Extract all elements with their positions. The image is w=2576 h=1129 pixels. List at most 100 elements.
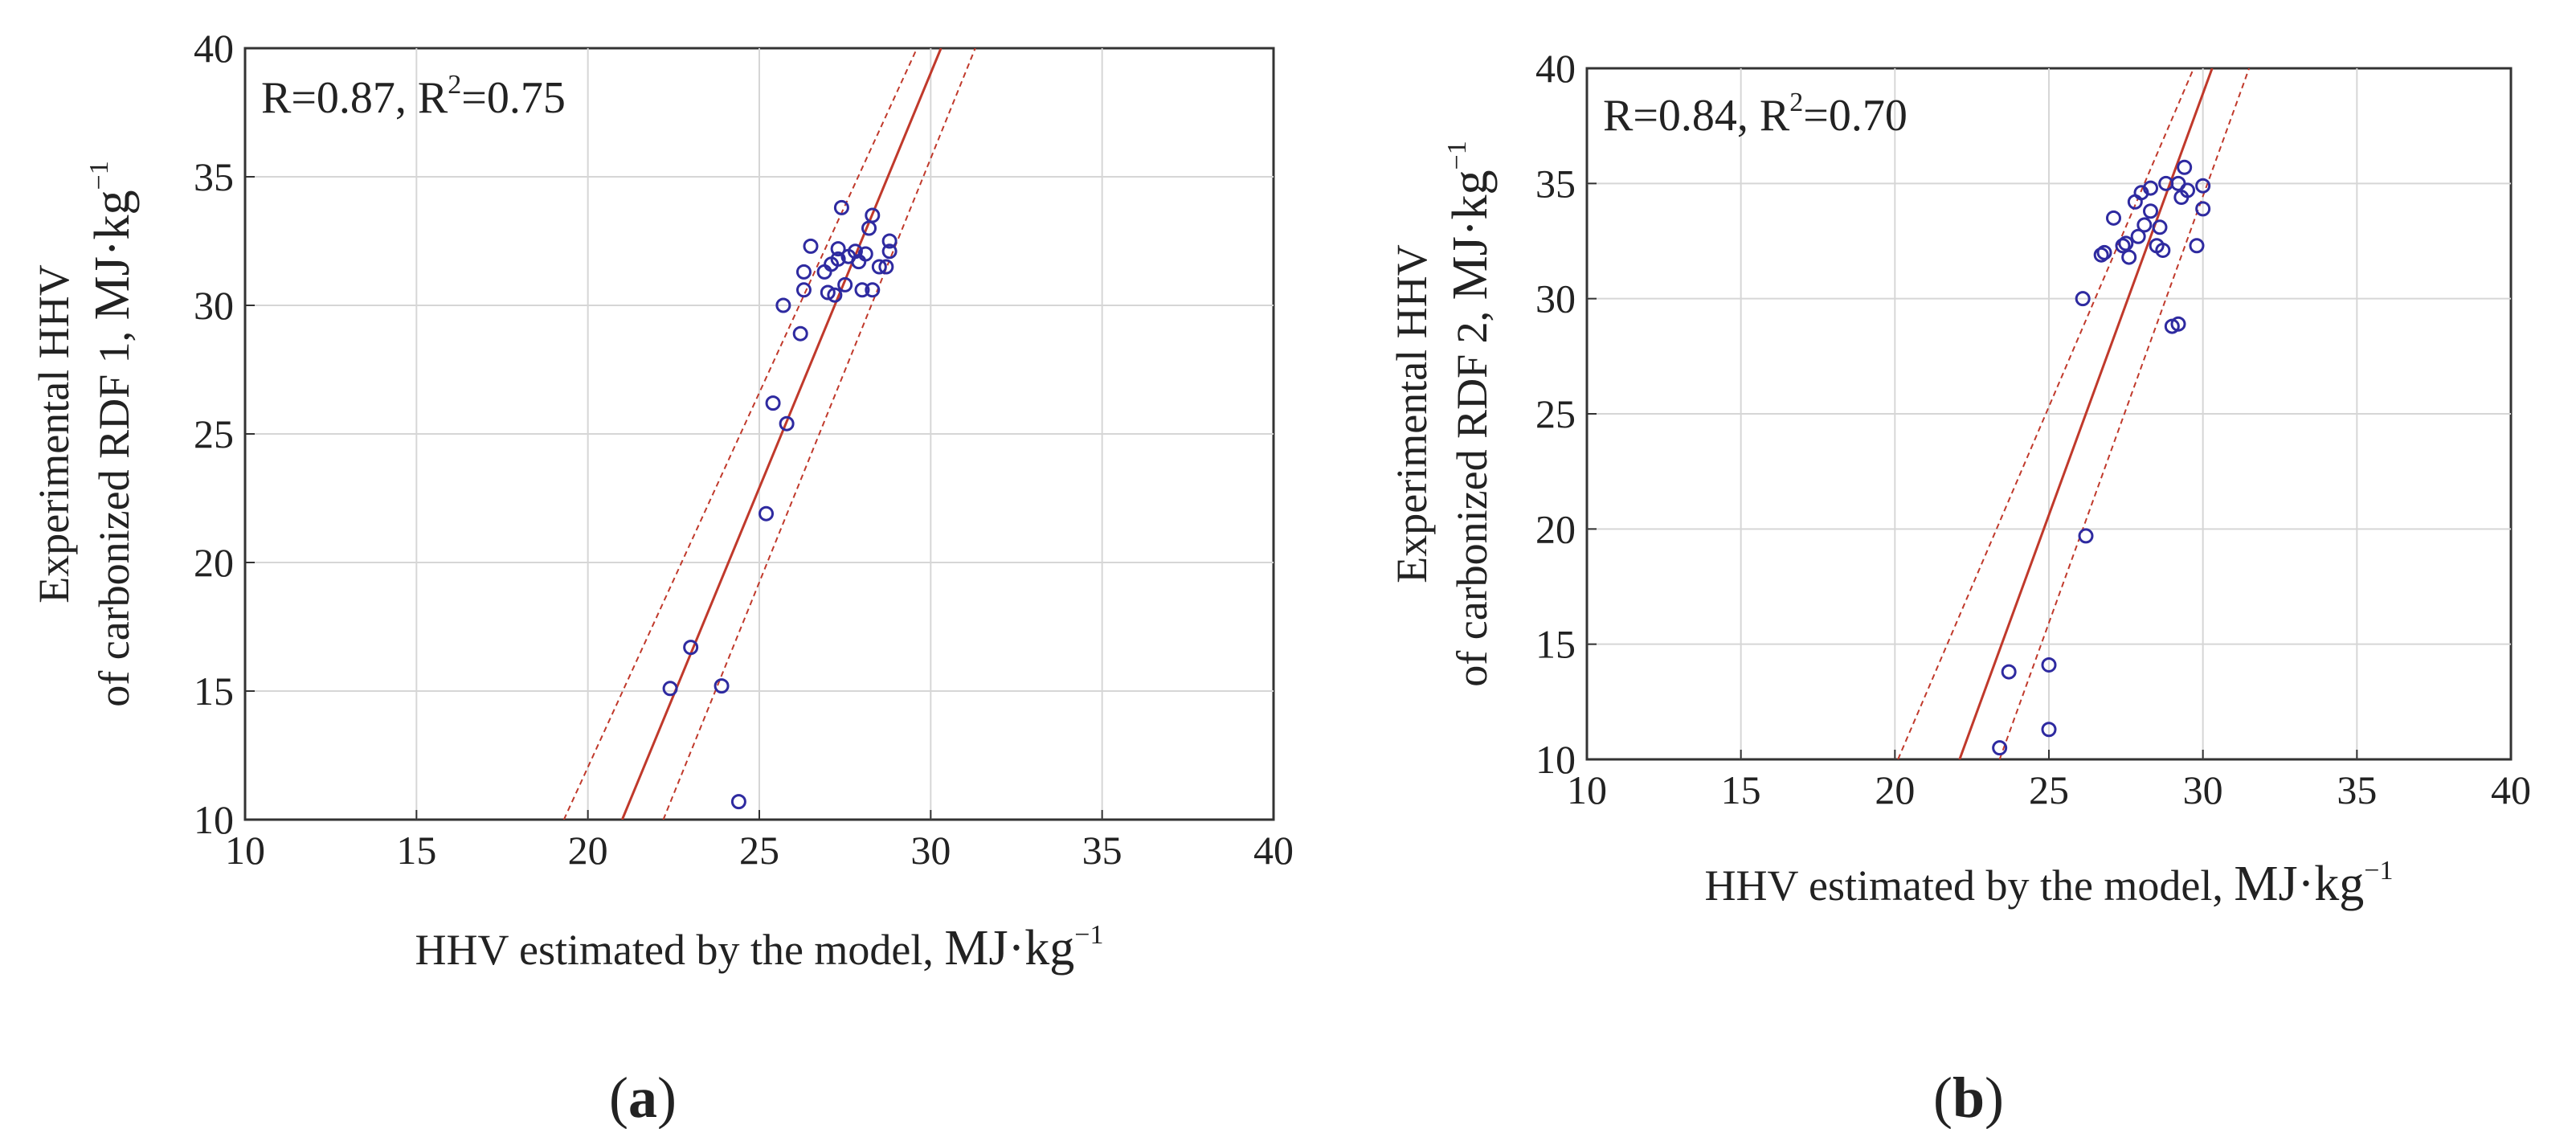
x-tick-label: 30 xyxy=(910,828,951,873)
data-point xyxy=(758,505,775,522)
x-axis-label: HHV estimated by the model, MJ·kg−1 xyxy=(1705,856,2394,911)
x-tick-label: 35 xyxy=(1082,828,1122,873)
x-tick-label: 40 xyxy=(2491,767,2531,812)
y-tick-label: 40 xyxy=(194,26,234,71)
confidence-band-lower xyxy=(662,48,976,820)
confidence-band-lower xyxy=(1998,68,2251,759)
data-point xyxy=(2195,201,2211,217)
tick-labels: 10 15 20 25 30 35 40 10 15 20 25 30 35 40 xyxy=(194,26,1294,873)
data-point xyxy=(2143,203,2158,219)
data-point xyxy=(2143,180,2158,196)
x-tick-label: 20 xyxy=(1875,767,1915,812)
data-point xyxy=(847,243,863,260)
y-axis-label-line2: of carbonized RDF 2, MJ·kg−1 xyxy=(1442,141,1498,686)
data-point xyxy=(2121,249,2137,265)
x-tick-label: 40 xyxy=(1253,828,1294,873)
data-point xyxy=(2136,217,2153,233)
data-point xyxy=(2118,235,2134,252)
x-tick-label: 15 xyxy=(396,828,436,873)
data-point xyxy=(2078,528,2094,544)
grid xyxy=(1586,67,2512,760)
y-tick-label: 30 xyxy=(194,283,234,328)
data-point xyxy=(765,395,781,411)
x-tick-label: 30 xyxy=(2183,767,2223,812)
y-tick-label: 35 xyxy=(194,154,234,199)
data-point xyxy=(2041,657,2057,673)
data-point xyxy=(795,264,812,280)
x-tick-label: 25 xyxy=(739,828,779,873)
x-tick-label: 25 xyxy=(2029,767,2069,812)
x-tick-label: 10 xyxy=(1567,767,1607,812)
y-tick-label: 30 xyxy=(1535,276,1576,321)
data-point xyxy=(2180,182,2195,198)
data-point xyxy=(857,246,873,262)
y-tick-label: 35 xyxy=(1535,161,1576,206)
data-point xyxy=(833,199,849,215)
panel-label-a: (a) xyxy=(609,1066,677,1129)
data-point xyxy=(2106,210,2121,226)
data-point xyxy=(2177,159,2193,175)
data-point xyxy=(2093,247,2109,263)
data-point xyxy=(2170,316,2186,332)
grid xyxy=(244,47,1274,820)
scatter-points xyxy=(662,199,898,810)
data-point xyxy=(2001,664,2017,680)
data-point xyxy=(871,259,887,275)
x-tick-label: 10 xyxy=(225,828,265,873)
y-tick-label: 10 xyxy=(194,797,234,842)
data-point xyxy=(662,681,678,697)
data-point xyxy=(683,640,699,656)
x-tick-label: 15 xyxy=(1721,767,1761,812)
y-axis-label-line1: Experimental HHV xyxy=(1388,244,1436,583)
y-tick-label: 20 xyxy=(1535,506,1576,551)
data-point xyxy=(795,282,812,298)
data-point xyxy=(2075,291,2091,307)
data-point xyxy=(2152,219,2168,235)
x-tick-label: 20 xyxy=(568,828,608,873)
data-point xyxy=(830,241,846,257)
y-tick-label: 25 xyxy=(1535,391,1576,436)
correlation-annotation: R=0.84, R2=0.70 xyxy=(1603,88,1907,141)
data-point xyxy=(803,238,819,254)
y-axis-label-line2: of carbonized RDF 1, MJ·kg−1 xyxy=(84,161,140,706)
data-point xyxy=(878,259,894,275)
panel-a: 10 15 20 25 30 35 40 10 15 20 25 30 35 40 R=0.87, R2=… xyxy=(30,26,1294,1129)
data-point xyxy=(779,415,795,432)
y-axis-label-line1: Experimental HHV xyxy=(30,264,78,603)
data-point xyxy=(837,276,853,292)
data-point xyxy=(2115,238,2131,254)
data-point xyxy=(2189,238,2205,254)
panel-b: 10 15 20 25 30 35 40 10 15 20 25 30 35 40 R=0.84, R2=… xyxy=(1388,46,2531,1129)
regression-lines xyxy=(1897,68,2251,759)
y-tick-label: 15 xyxy=(1535,622,1576,667)
data-point xyxy=(2195,178,2211,194)
data-point xyxy=(854,282,870,298)
confidence-band-upper xyxy=(562,48,918,820)
y-tick-label: 25 xyxy=(194,411,234,456)
data-point xyxy=(775,297,791,313)
data-point xyxy=(820,284,836,301)
y-tick-label: 40 xyxy=(1535,46,1576,91)
y-tick-label: 20 xyxy=(194,540,234,585)
scatter-points xyxy=(1992,159,2211,756)
data-point xyxy=(2155,242,2171,258)
data-point xyxy=(881,233,898,249)
x-axis-label: HHV estimated by the model, MJ·kg−1 xyxy=(415,920,1104,976)
data-point xyxy=(865,282,881,298)
correlation-annotation: R=0.87, R2=0.75 xyxy=(261,70,566,123)
tick-labels: 10 15 20 25 30 35 40 10 15 20 25 30 35 40 xyxy=(1535,46,2531,812)
data-point xyxy=(881,243,898,260)
y-tick-label: 10 xyxy=(1535,737,1576,782)
data-point xyxy=(827,287,843,303)
regression-fit-line xyxy=(1958,68,2214,759)
data-point xyxy=(865,207,881,223)
data-point xyxy=(730,794,746,810)
panel-label-b: (b) xyxy=(1933,1066,2004,1129)
y-tick-label: 15 xyxy=(194,669,234,714)
data-point xyxy=(2041,722,2057,738)
data-point xyxy=(792,325,808,342)
x-tick-label: 35 xyxy=(2337,767,2377,812)
data-point xyxy=(2130,228,2146,244)
data-point xyxy=(714,678,730,694)
